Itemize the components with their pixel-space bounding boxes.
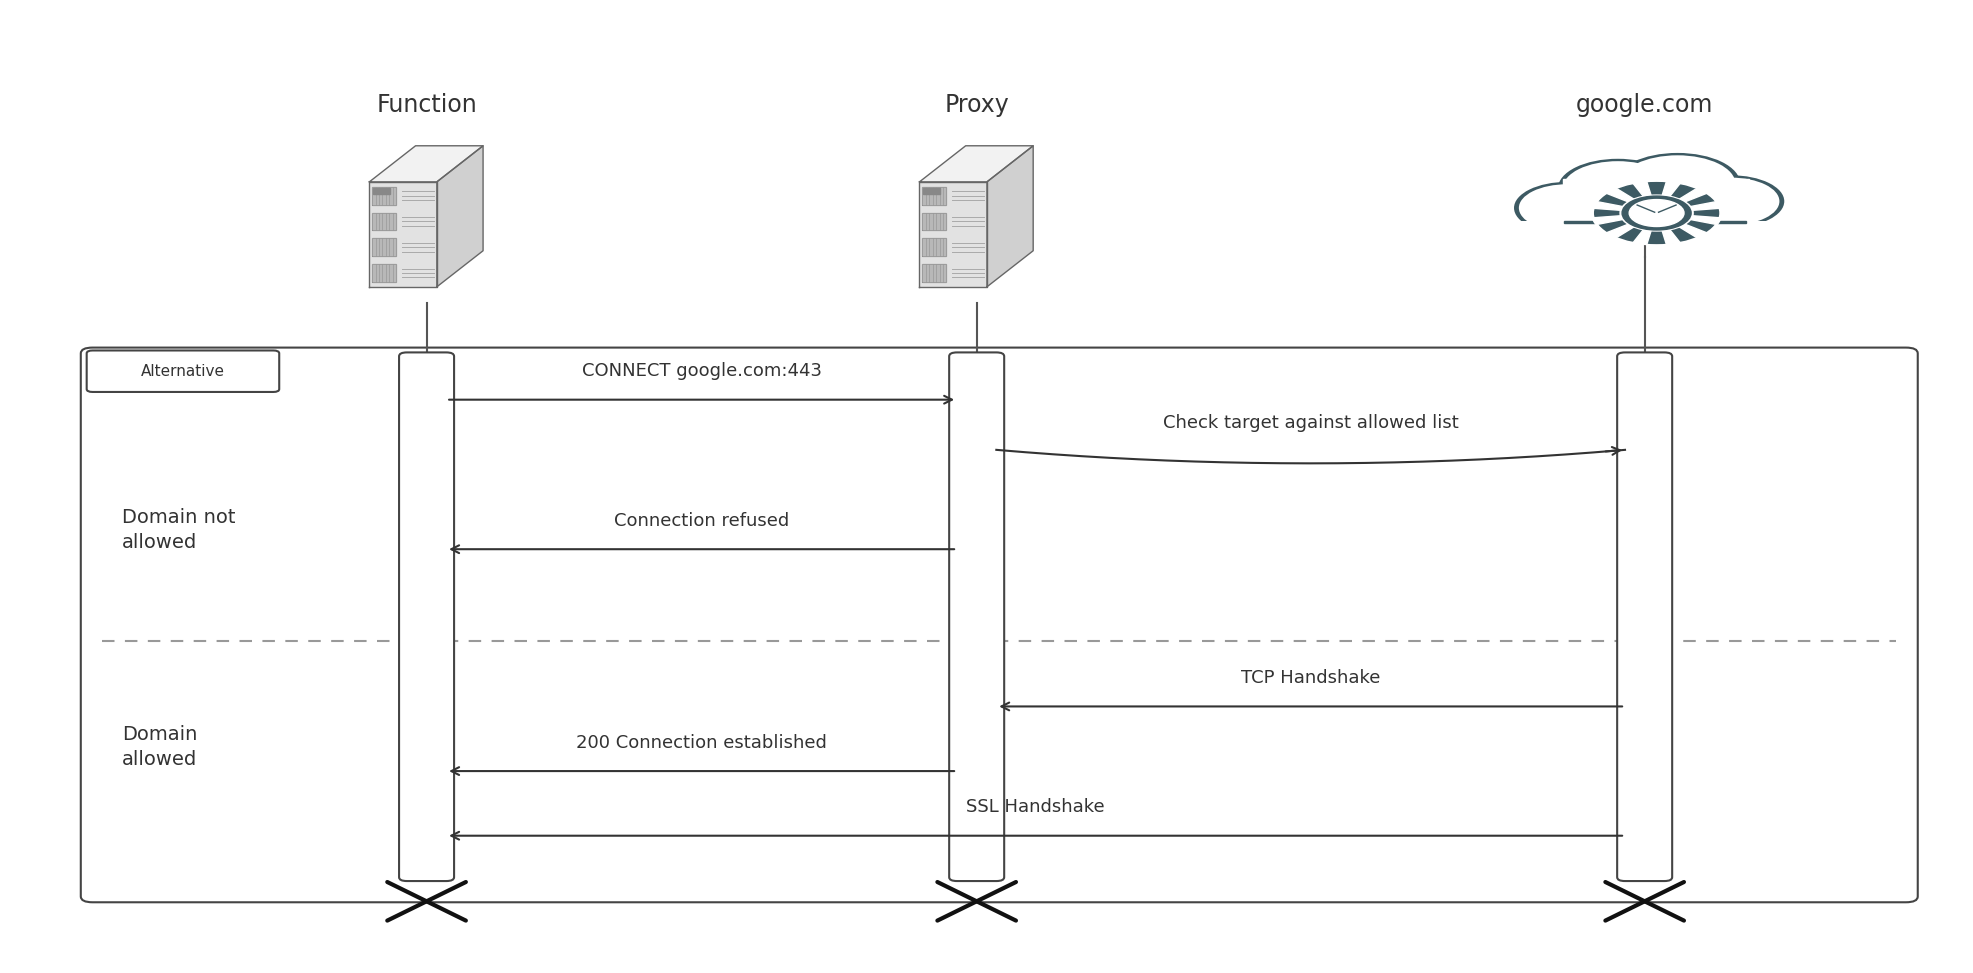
Polygon shape	[1657, 213, 1707, 238]
Polygon shape	[373, 238, 397, 256]
Circle shape	[1620, 156, 1736, 212]
Text: google.com: google.com	[1576, 93, 1713, 118]
Polygon shape	[921, 238, 947, 256]
Circle shape	[1594, 183, 1718, 243]
Polygon shape	[921, 213, 947, 231]
Polygon shape	[373, 213, 397, 231]
Circle shape	[1563, 162, 1673, 215]
Polygon shape	[369, 146, 483, 182]
Circle shape	[1679, 175, 1784, 228]
Circle shape	[1622, 197, 1691, 230]
Polygon shape	[1634, 182, 1657, 213]
Text: Connection refused: Connection refused	[614, 512, 789, 530]
Text: SSL Handshake: SSL Handshake	[967, 799, 1105, 816]
Polygon shape	[921, 187, 947, 204]
Text: Domain not
allowed: Domain not allowed	[122, 508, 235, 552]
Text: 200 Connection established: 200 Connection established	[576, 734, 827, 752]
Polygon shape	[1657, 201, 1720, 213]
Text: Proxy: Proxy	[945, 93, 1008, 118]
Polygon shape	[1606, 213, 1657, 238]
Circle shape	[1630, 199, 1685, 227]
Polygon shape	[986, 146, 1034, 287]
Polygon shape	[1657, 188, 1707, 213]
Circle shape	[1614, 153, 1740, 214]
Polygon shape	[369, 182, 436, 287]
Circle shape	[1519, 184, 1616, 232]
Polygon shape	[919, 146, 1034, 182]
Circle shape	[1642, 196, 1738, 242]
Circle shape	[1683, 178, 1780, 225]
FancyBboxPatch shape	[949, 352, 1004, 881]
Polygon shape	[373, 189, 391, 194]
Polygon shape	[1592, 201, 1657, 213]
Polygon shape	[1657, 213, 1720, 225]
Polygon shape	[1657, 182, 1681, 213]
Polygon shape	[921, 264, 947, 282]
Polygon shape	[373, 264, 397, 282]
Polygon shape	[1606, 188, 1657, 213]
Polygon shape	[1657, 213, 1681, 244]
Text: Check target against allowed list: Check target against allowed list	[1162, 414, 1458, 432]
Polygon shape	[1563, 179, 1750, 220]
Polygon shape	[436, 146, 483, 287]
Polygon shape	[1565, 222, 1746, 223]
Polygon shape	[1513, 221, 1786, 252]
Text: Alternative: Alternative	[140, 364, 225, 378]
Polygon shape	[923, 189, 941, 194]
Circle shape	[1513, 182, 1620, 234]
Text: Function: Function	[377, 93, 477, 118]
Circle shape	[1620, 196, 1693, 231]
Polygon shape	[1592, 213, 1657, 225]
Text: CONNECT google.com:443: CONNECT google.com:443	[582, 362, 821, 380]
Text: Domain
allowed: Domain allowed	[122, 725, 197, 769]
Polygon shape	[373, 187, 397, 204]
Circle shape	[1647, 198, 1732, 240]
FancyBboxPatch shape	[87, 350, 280, 392]
Polygon shape	[919, 182, 986, 287]
Text: TCP Handshake: TCP Handshake	[1241, 669, 1381, 687]
FancyBboxPatch shape	[1618, 352, 1673, 881]
FancyBboxPatch shape	[399, 352, 454, 881]
Circle shape	[1559, 159, 1677, 217]
Polygon shape	[1634, 213, 1657, 244]
